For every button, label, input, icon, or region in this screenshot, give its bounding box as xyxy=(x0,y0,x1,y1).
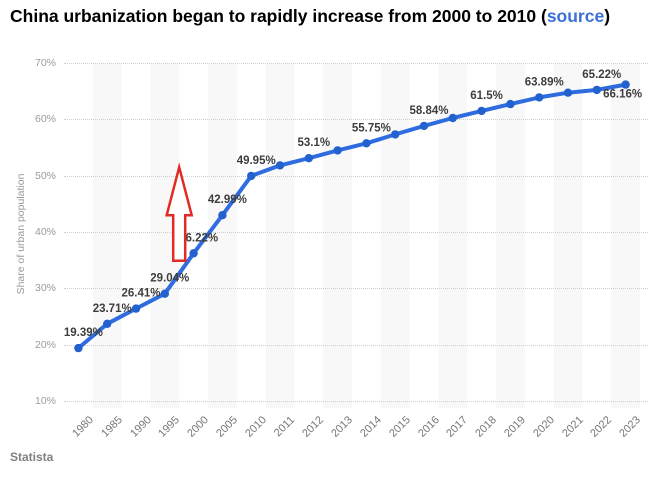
data-point-marker-2017[interactable] xyxy=(448,113,457,123)
data-point-marker-2000[interactable] xyxy=(189,249,198,258)
x-axis-tick-label: 1985 xyxy=(98,414,125,440)
x-axis-tick-label: 2005 xyxy=(214,414,240,440)
title-text-before: China urbanization began to rapidly incr… xyxy=(10,6,547,26)
x-axis-tick-label: 2015 xyxy=(386,414,413,440)
x-axis-tick-label: 2000 xyxy=(185,414,212,440)
y-axis-tick-label: 20% xyxy=(34,338,56,351)
x-axis-tick-label: 2012 xyxy=(300,414,327,440)
x-axis-tick-label: 2011 xyxy=(272,414,298,440)
data-point-marker-1990[interactable] xyxy=(131,304,141,313)
x-axis-tick-label: 2023 xyxy=(617,414,644,440)
title-text-after: ) xyxy=(604,6,611,26)
x-axis-tick-label: 2017 xyxy=(444,414,471,440)
x-axis-tick-label: 2018 xyxy=(473,414,500,440)
x-axis-tick-label: 1995 xyxy=(156,414,183,440)
data-point-marker-1980[interactable] xyxy=(74,343,83,353)
x-axis-tick-label: 2019 xyxy=(502,414,528,440)
data-point-marker-1985[interactable] xyxy=(103,319,112,328)
data-point-marker-2021[interactable] xyxy=(563,88,573,97)
y-axis-tick-label: 10% xyxy=(34,395,56,407)
y-axis-tick-label: 40% xyxy=(34,226,56,238)
data-point-marker-2011[interactable] xyxy=(275,161,285,170)
y-axis-tick-label: 50% xyxy=(34,169,56,182)
data-point-marker-2019[interactable] xyxy=(506,99,515,109)
data-point-marker-2013[interactable] xyxy=(333,146,342,155)
data-point-marker-2018[interactable] xyxy=(477,106,486,116)
gridline xyxy=(64,288,648,290)
gridline xyxy=(64,401,648,402)
x-axis-tick-label: 2021 xyxy=(559,414,586,440)
x-axis-tick-label: 2022 xyxy=(588,414,615,440)
page-title: China urbanization began to rapidly incr… xyxy=(10,6,650,27)
gridline xyxy=(64,344,648,346)
data-point-marker-2023[interactable] xyxy=(621,80,630,89)
data-point-marker-1995[interactable] xyxy=(160,289,169,298)
data-point-marker-2014[interactable] xyxy=(362,139,371,148)
gridline xyxy=(64,175,648,177)
data-point-marker-2022[interactable] xyxy=(592,85,601,95)
x-axis-tick-label: 2020 xyxy=(530,414,557,440)
data-point-marker-2005[interactable] xyxy=(218,211,227,220)
x-axis-tick-label: 2013 xyxy=(329,414,356,440)
x-axis-tick-label: 1980 xyxy=(70,414,96,440)
gridline xyxy=(64,63,648,64)
data-point-marker-2016[interactable] xyxy=(419,121,429,131)
data-point-marker-2012[interactable] xyxy=(304,154,313,163)
x-axis-tick-label: 1990 xyxy=(127,414,154,440)
source-link[interactable]: source xyxy=(546,6,605,26)
x-axis-tick-label: 2016 xyxy=(415,414,442,440)
data-point-marker-2020[interactable] xyxy=(535,93,544,102)
y-axis-tick-label: 30% xyxy=(34,282,56,295)
y-axis-tick-label: 60% xyxy=(34,113,56,126)
x-axis-tick-label: 2014 xyxy=(358,414,384,440)
plot-area xyxy=(64,63,648,408)
data-point-marker-2010[interactable] xyxy=(247,171,256,181)
x-axis-tick-label: 2010 xyxy=(242,414,269,440)
statista-credit: Statista xyxy=(10,450,54,464)
gridline xyxy=(64,232,648,233)
data-point-marker-2015[interactable] xyxy=(391,130,400,139)
gridline xyxy=(64,119,648,121)
y-axis-tick-label: 70% xyxy=(34,57,56,69)
